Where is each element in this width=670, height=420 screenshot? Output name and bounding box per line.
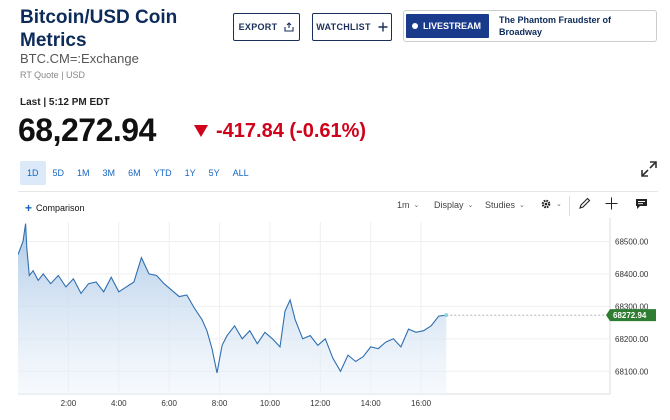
last-point: [444, 313, 449, 318]
price-line: [18, 223, 447, 374]
y-axis: 68500.00 68400.00 68300.00 68200.00 68100.00: [615, 237, 649, 376]
range-1y-button[interactable]: 1Y: [184, 168, 196, 178]
y-tick-label: 68400.00: [615, 270, 649, 279]
range-5y-button[interactable]: 5Y: [208, 168, 220, 178]
y-tick-label: 68200.00: [615, 335, 649, 344]
range-1m-button[interactable]: 1M: [77, 168, 90, 178]
last-price-tag-bg: [606, 309, 656, 322]
x-tick-label: 4:00: [111, 399, 127, 408]
live-dot-icon: [412, 23, 418, 29]
plus-icon: +: [25, 201, 33, 215]
x-tick-label: 14:00: [361, 399, 382, 408]
toolbar-separator: [569, 196, 570, 216]
ticker-symbol: BTC.CM=:Exchange: [20, 51, 139, 66]
crosshair-icon[interactable]: [605, 197, 618, 210]
y-tick-label: 68500.00: [615, 237, 649, 246]
x-tick-label: 2:00: [61, 399, 77, 408]
chevron-down-icon: ⌄: [556, 201, 562, 208]
watchlist-button[interactable]: WATCHLIST: [312, 13, 392, 41]
y-tick-label: 68100.00: [615, 367, 649, 376]
x-tick-label: 10:00: [260, 399, 281, 408]
last-price-tag: 68272.94: [444, 309, 656, 322]
gear-icon: [541, 199, 551, 209]
watchlist-label: WATCHLIST: [316, 22, 371, 32]
chevron-down-icon: ⌄: [413, 202, 420, 209]
y-tick-label: 68300.00: [615, 302, 649, 311]
time-range-selector: 1D 5D 1M 3M 6M YTD 1Y 5Y ALL: [20, 161, 256, 185]
x-tick-label: 8:00: [212, 399, 228, 408]
pencil-icon[interactable]: [578, 197, 591, 210]
down-arrow-icon: [194, 125, 208, 137]
export-button[interactable]: EXPORT: [233, 13, 300, 41]
range-1d-button[interactable]: 1D: [20, 161, 46, 185]
interval-dropdown[interactable]: 1m ⌄: [397, 200, 419, 210]
range-ytd-button[interactable]: YTD: [153, 168, 172, 178]
chevron-down-icon: ⌄: [519, 202, 525, 209]
comparison-label: Comparison: [36, 203, 85, 213]
price-chart[interactable]: 68500.00 68400.00 68300.00 68200.00 68100.00…: [18, 218, 658, 418]
expand-icon[interactable]: [640, 160, 658, 178]
comment-icon[interactable]: [635, 198, 648, 210]
range-all-button[interactable]: ALL: [232, 168, 249, 178]
x-tick-label: 6:00: [161, 399, 177, 408]
studies-label: Studies: [485, 200, 516, 210]
x-axis: 2:00 4:00 6:00 8:00 10:00 12:00 14:00 16:00: [61, 399, 432, 408]
range-3m-button[interactable]: 3M: [102, 168, 116, 178]
share-icon: [284, 22, 294, 32]
livestream-label: LIVESTREAM: [423, 21, 482, 31]
livestream-banner[interactable]: LIVESTREAM The Phantom Fraudster of Broa…: [403, 10, 657, 42]
export-label: EXPORT: [238, 22, 278, 32]
display-label: Display: [434, 200, 464, 210]
studies-dropdown[interactable]: Studies ⌄: [485, 200, 525, 210]
last-price-tag-label: 68272.94: [613, 311, 647, 320]
price-change: -417.84 (-0.61%): [216, 120, 367, 142]
last-price: 68,272.94: [18, 112, 156, 148]
livestream-title[interactable]: The Phantom Fraudster of Broadway: [499, 15, 612, 37]
chevron-down-icon: ⌄: [467, 202, 474, 209]
page-title: Bitcoin/USD Coin Metrics: [20, 7, 178, 51]
range-6m-button[interactable]: 6M: [128, 168, 141, 178]
quote-meta: RT Quote | USD: [20, 70, 86, 80]
display-dropdown[interactable]: Display ⌄: [434, 200, 473, 210]
toolbar-divider: [18, 191, 658, 192]
price-area: [18, 223, 447, 394]
x-tick-label: 16:00: [411, 399, 432, 408]
settings-dropdown[interactable]: ⌄: [540, 198, 562, 210]
livestream-pill[interactable]: LIVESTREAM: [406, 14, 490, 38]
comparison-button[interactable]: + Comparison: [25, 201, 85, 215]
plus-icon: [378, 22, 388, 32]
range-5d-button[interactable]: 5D: [52, 168, 65, 178]
interval-label: 1m: [397, 200, 410, 210]
last-update-label: Last | 5:12 PM EDT: [20, 97, 110, 108]
x-tick-label: 12:00: [310, 399, 331, 408]
